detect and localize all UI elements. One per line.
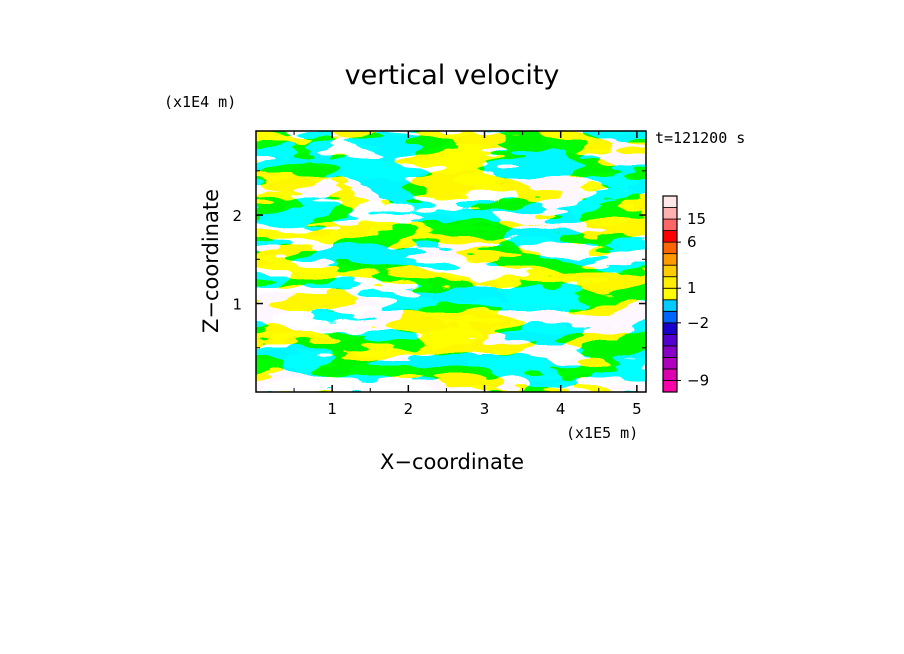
- y-tick-label: 1: [232, 296, 242, 314]
- colorbar-tick-label: 15: [687, 210, 706, 228]
- colorbar-segment: [662, 276, 678, 289]
- x-axis-label: X−coordinate: [380, 450, 524, 474]
- y-unit-label: (x1E4 m): [164, 93, 236, 111]
- velocity-field: [256, 131, 646, 392]
- x-tick-label: 1: [327, 400, 337, 418]
- colorbar-segment: [662, 322, 678, 335]
- time-label: t=121200 s: [655, 129, 745, 147]
- colorbar-segment: [662, 218, 678, 231]
- colorbar-tick-label: −2: [687, 314, 709, 332]
- x-axis-ticks: 1 2 3 4 5: [293, 131, 642, 418]
- colorbar: 15 6 1 −2 −9: [662, 195, 709, 393]
- colorbar-segment: [662, 195, 678, 208]
- colorbar-tick-label: 6: [687, 233, 697, 251]
- colorbar-segment: [662, 230, 678, 243]
- x-tick-label: 3: [480, 400, 490, 418]
- colorbar-segment: [662, 299, 678, 312]
- colorbar-segment: [662, 368, 678, 381]
- x-tick-label: 2: [404, 400, 414, 418]
- colorbar-frame: [662, 195, 678, 393]
- colorbar-segment: [662, 207, 678, 220]
- x-tick-label: 5: [632, 400, 642, 418]
- colorbar-segment: [662, 380, 678, 393]
- colorbar-segment: [662, 333, 678, 347]
- plot-frame: [255, 130, 647, 393]
- colorbar-segment: [662, 357, 678, 370]
- colorbar-segment: [662, 345, 678, 358]
- y-axis-label: Z−coordinate: [199, 189, 223, 333]
- colorbar-segment: [662, 253, 678, 266]
- colorbar-segment: [662, 264, 678, 278]
- plot-area: [256, 131, 646, 392]
- chart-title: vertical velocity: [345, 60, 560, 91]
- x-unit-label: (x1E5 m): [566, 424, 638, 442]
- y-tick-label: 2: [232, 207, 242, 225]
- y-axis-ticks: 12: [232, 170, 646, 349]
- x-tick-label: 4: [556, 400, 566, 418]
- colorbar-tick-label: 1: [687, 279, 697, 297]
- colorbar-tick-label: −9: [687, 371, 709, 389]
- colorbar-segment: [662, 287, 678, 301]
- colorbar-segment: [662, 241, 678, 255]
- colorbar-segment: [662, 310, 678, 324]
